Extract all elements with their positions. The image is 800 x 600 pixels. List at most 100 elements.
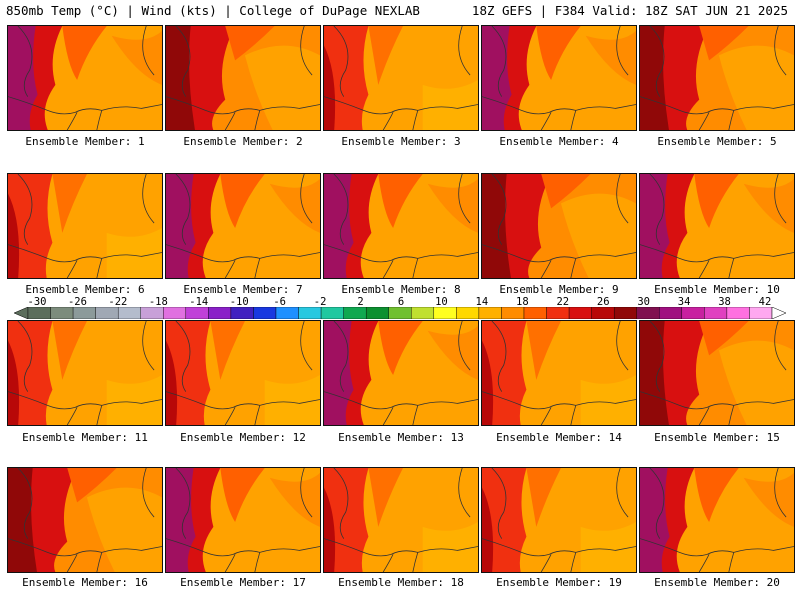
map-outline — [224, 554, 236, 572]
ensemble-member-label: Ensemble Member: 4 — [499, 135, 619, 148]
ensemble-member-map — [7, 320, 163, 426]
map-outline — [96, 258, 103, 278]
temperature-shading — [699, 26, 749, 61]
colorbar-labels: -30 -26 -22 -18 -14 -10 -6 -2 2 6 10 14 18 22 26 30 34 38… — [0, 296, 800, 308]
map-outline — [728, 405, 735, 425]
map-outline — [166, 391, 320, 410]
colorbar-tick-label: -26 — [67, 296, 87, 308]
map-outline — [698, 260, 710, 278]
temperature-shading — [324, 468, 369, 572]
map-outline — [382, 112, 394, 130]
map-outline — [300, 26, 313, 76]
colorbar-cell — [613, 307, 637, 319]
colorbar-tick-label: 18 — [516, 296, 529, 308]
map-outline — [324, 96, 478, 115]
colorbar-cell — [523, 307, 547, 319]
map-outline — [640, 244, 794, 263]
ensemble-member-label: Ensemble Member: 10 — [654, 283, 780, 296]
map-outline — [96, 552, 103, 572]
map-outline — [774, 174, 787, 224]
temperature-shading — [422, 521, 478, 572]
temperature-shading — [220, 174, 265, 228]
map-outline — [8, 96, 162, 115]
map-outline — [17, 321, 33, 392]
colorbar-cell — [208, 307, 232, 319]
map-outline — [412, 110, 419, 130]
map-outline — [382, 554, 394, 572]
colorbar-cell — [433, 307, 457, 319]
colorbar-cell — [298, 307, 322, 319]
map-outline — [570, 552, 577, 572]
ensemble-member-map — [323, 320, 479, 426]
colorbar-tick-label: -22 — [108, 296, 128, 308]
colorbar-cell — [50, 307, 74, 319]
temperature-shading — [8, 174, 53, 278]
ensemble-member-label: Ensemble Member: 9 — [499, 283, 619, 296]
map-title: 850mb Temp (°C) | Wind (kts) | College o… — [6, 3, 420, 18]
temperature-shading — [210, 321, 245, 380]
ensemble-member-map — [165, 25, 321, 131]
temperature-shading — [106, 227, 162, 278]
temperature-field — [640, 321, 794, 425]
map-outline — [254, 258, 261, 278]
ensemble-member-label: Ensemble Member: 20 — [654, 576, 780, 589]
temperature-field — [482, 321, 636, 425]
ensemble-member-label: Ensemble Member: 7 — [183, 283, 303, 296]
map-outline — [66, 260, 78, 278]
ensemble-member-label: Ensemble Member: 13 — [338, 431, 464, 444]
colorbar-tick-label: -10 — [229, 296, 249, 308]
map-outline — [96, 405, 103, 425]
map-outline — [540, 260, 552, 278]
ensemble-member-map — [639, 320, 795, 426]
colorbar-tick-label: 2 — [357, 296, 364, 308]
temperature-shading — [324, 45, 336, 130]
colorbar-tick-label: 42 — [758, 296, 772, 308]
temperature-shading — [368, 468, 403, 527]
map-outline — [774, 321, 787, 371]
map-outline — [175, 468, 191, 539]
temperature-field — [8, 468, 162, 572]
ensemble-member-label: Ensemble Member: 11 — [22, 431, 148, 444]
temperature-field — [324, 26, 478, 130]
temperature-field — [166, 321, 320, 425]
ensemble-member-label: Ensemble Member: 1 — [25, 135, 145, 148]
colorbar-tick-label: -18 — [148, 296, 168, 308]
colorbar-cell — [117, 307, 141, 319]
map-outline — [491, 321, 507, 392]
temperature-field — [324, 174, 478, 278]
temperature-shading — [8, 340, 20, 425]
temperature-shading — [378, 321, 423, 375]
map-outline — [649, 321, 665, 392]
map-outline — [482, 244, 636, 263]
map-outline — [728, 258, 735, 278]
temperature-shading — [427, 178, 478, 233]
temperature-field — [640, 26, 794, 130]
map-outline — [540, 554, 552, 572]
map-outline — [382, 407, 394, 425]
map-outline — [570, 405, 577, 425]
ensemble-member-map — [7, 467, 163, 573]
map-outline — [66, 112, 78, 130]
temperature-shading — [541, 174, 591, 209]
colorbar-tick-label: -14 — [189, 296, 209, 308]
colorbar-tick-label: 38 — [718, 296, 731, 308]
temperature-shading — [378, 174, 423, 228]
temperature-shading — [585, 30, 636, 85]
ensemble-member-label: Ensemble Member: 3 — [341, 135, 461, 148]
map-outline — [458, 321, 471, 371]
temperature-shading — [52, 174, 87, 233]
colorbar-cell — [95, 307, 119, 319]
map-outline — [333, 174, 349, 245]
temperature-field — [8, 321, 162, 425]
ensemble-member-map — [481, 320, 637, 426]
map-outline — [300, 174, 313, 224]
map-outline — [458, 174, 471, 224]
colorbar-cell — [185, 307, 209, 319]
map-outline — [774, 468, 787, 518]
map-outline — [333, 321, 349, 392]
ensemble-member-map — [639, 173, 795, 279]
ensemble-member-label: Ensemble Member: 17 — [180, 576, 306, 589]
ensemble-member-map — [7, 173, 163, 279]
map-outline — [324, 244, 478, 263]
temperature-field — [8, 174, 162, 278]
